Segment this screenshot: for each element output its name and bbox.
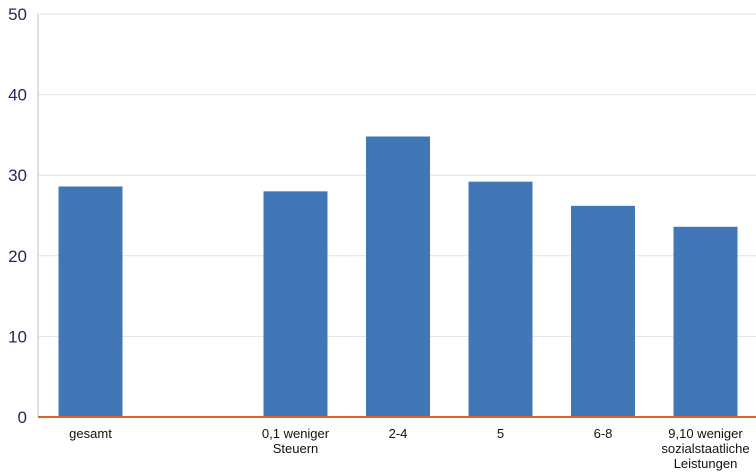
x-category-label: 2-4 <box>389 426 408 441</box>
x-category-label: gesamt <box>69 426 112 441</box>
axes <box>37 14 756 418</box>
bar <box>263 191 328 417</box>
x-category-label-line: 6-8 <box>594 426 613 441</box>
y-tick-label: 40 <box>8 86 27 105</box>
x-category-label: 9,10 weniger sozialstaatliche Leistungen <box>661 426 749 471</box>
x-category-label-line: 0,1 weniger <box>262 426 330 441</box>
y-tick-label: 20 <box>8 247 27 266</box>
x-category-label: 6-8 <box>594 426 613 441</box>
y-axis-tick-labels: 0 10 20 30 40 50 <box>8 5 27 427</box>
bars <box>58 136 738 417</box>
bar <box>58 186 123 417</box>
bar <box>571 205 635 417</box>
y-tick-label: 10 <box>8 327 27 346</box>
y-tick-label: 30 <box>8 166 27 185</box>
bar <box>468 181 533 417</box>
x-category-label: 0,1 weniger Steuern <box>262 426 330 456</box>
x-category-label-line: Steuern <box>273 441 319 456</box>
x-category-label-line: 5 <box>497 426 504 441</box>
bar <box>673 226 738 417</box>
bar <box>366 136 430 417</box>
x-category-label-line: gesamt <box>69 426 112 441</box>
x-category-label-line: sozialstaatliche <box>661 441 749 456</box>
x-category-label-line: 2-4 <box>389 426 408 441</box>
x-category-label-line: Leistungen <box>674 456 738 471</box>
x-category-label-line: 9,10 weniger <box>668 426 743 441</box>
x-axis-category-labels: gesamt 0,1 weniger Steuern 2-4 5 6-8 9,10 weni… <box>69 426 749 471</box>
y-tick-label: 0 <box>18 408 27 427</box>
x-category-label: 5 <box>497 426 504 441</box>
y-tick-label: 50 <box>8 5 27 24</box>
